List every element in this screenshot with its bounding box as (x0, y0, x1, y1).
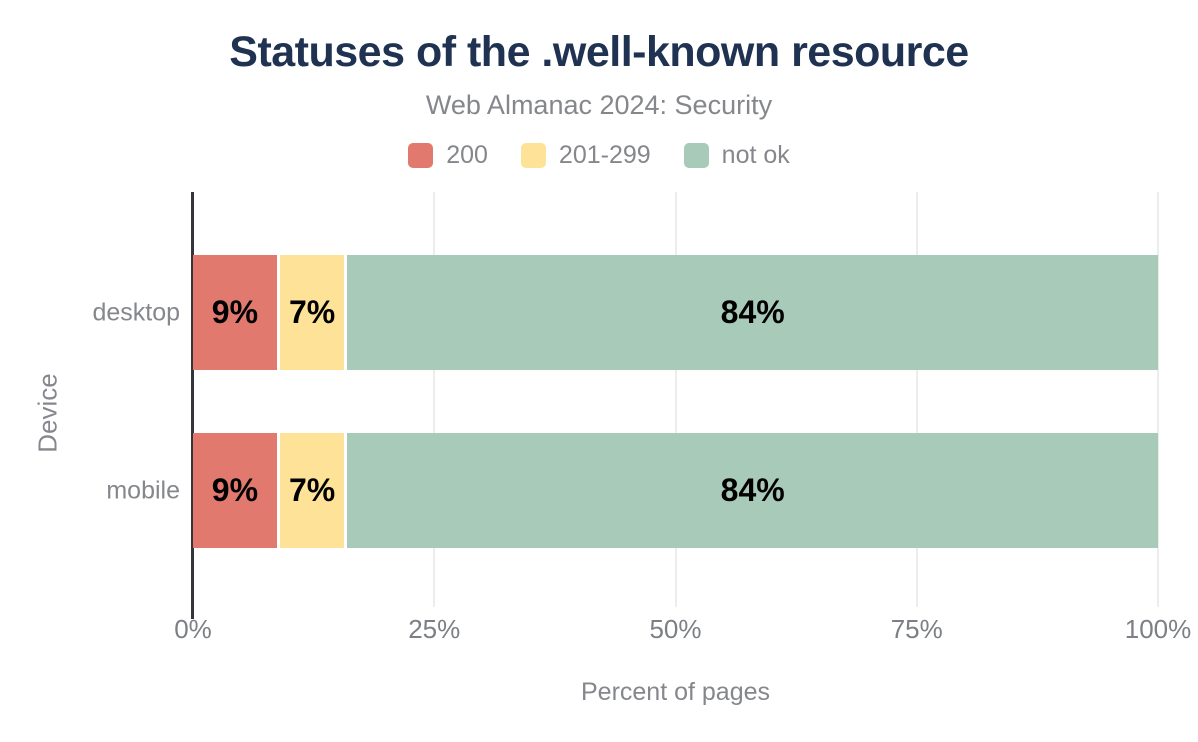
y-axis-title: Device (32, 373, 63, 453)
legend-item: 200 (408, 141, 488, 170)
bar-segment-desktop-201-299: 7% (279, 255, 348, 370)
bar-segment-mobile-200: 9% (193, 433, 280, 548)
x-tick-label: 25% (408, 614, 461, 644)
bar-segment-desktop-200: 9% (193, 255, 280, 370)
legend-swatch (520, 143, 546, 168)
legend: 200 201-299 not ok (0, 141, 1198, 170)
bar-value-label: 9% (211, 294, 259, 330)
bar-value-label: 84% (720, 472, 785, 508)
legend-label: not ok (721, 141, 790, 169)
plot-area: 9% 7% 84% 9% 7% 84% (191, 192, 1159, 619)
bar-row-desktop: 9% 7% 84% (193, 255, 1158, 370)
bar-value-label: 84% (720, 294, 785, 330)
x-tick-label: 75% (890, 614, 943, 644)
y-axis-line (191, 192, 194, 619)
legend-swatch (683, 143, 709, 168)
x-tick-label: 50% (649, 614, 702, 644)
category-label-mobile: mobile (106, 476, 180, 504)
bar-segment-desktop-not ok: 84% (347, 255, 1158, 370)
legend-label: 201-299 (558, 141, 651, 169)
bar-segment-mobile-201-299: 7% (279, 433, 348, 548)
bar-value-label: 7% (288, 472, 336, 508)
x-axis-title: Percent of pages (580, 678, 770, 706)
bar-row-mobile: 9% 7% 84% (193, 433, 1158, 548)
x-tick-label: 0% (174, 614, 212, 644)
gridline (1157, 192, 1159, 607)
bar-segment-mobile-not ok: 84% (347, 433, 1158, 548)
legend-swatch (408, 143, 434, 168)
gridline (915, 192, 918, 607)
bar-value-label: 7% (288, 294, 336, 330)
gridline (674, 192, 677, 607)
chart-title: Statuses of the .well-known resource (229, 28, 969, 76)
category-label-desktop: desktop (92, 298, 180, 326)
legend-label: 200 (446, 141, 488, 169)
legend-item: 201-299 (520, 141, 651, 170)
chart-subtitle: Web Almanac 2024: Security (425, 90, 773, 120)
gridline (433, 192, 436, 607)
bar-value-label: 9% (211, 472, 259, 508)
legend-item: not ok (683, 141, 790, 170)
x-tick-label: 100% (1124, 614, 1192, 644)
